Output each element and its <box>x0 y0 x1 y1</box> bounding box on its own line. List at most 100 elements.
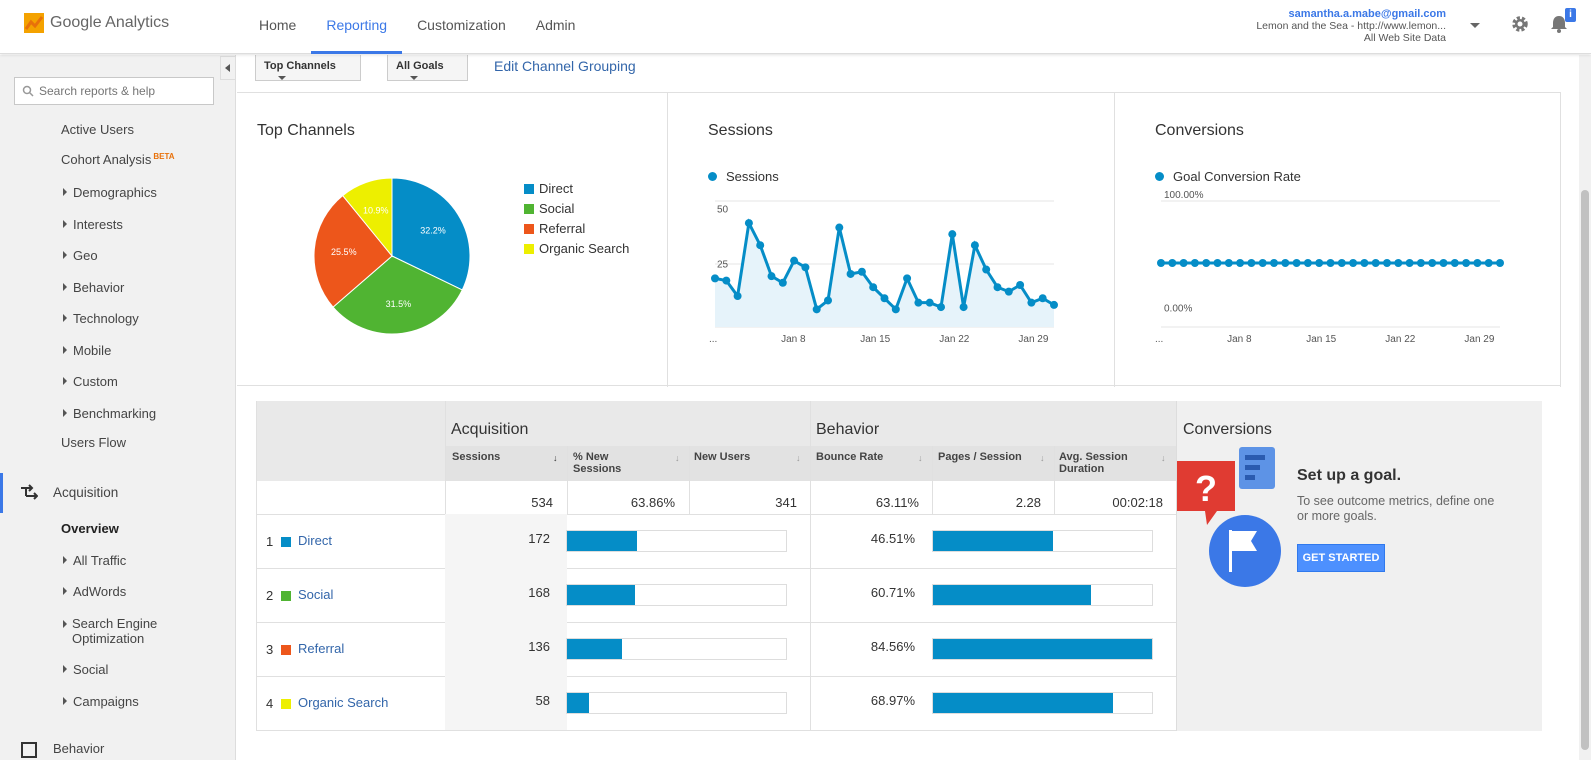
channel-link[interactable]: Referral <box>298 641 345 656</box>
sessions-line-chart[interactable]: 50 25... Jan 8 Jan 15 Jan 22 Jan 29 <box>668 189 1115 359</box>
pie-chart[interactable]: 32.2% 31.5% 25.5% 10.9% <box>307 171 477 341</box>
data-point[interactable] <box>1038 294 1047 303</box>
data-point[interactable] <box>1236 259 1245 267</box>
data-point[interactable] <box>846 269 855 278</box>
edit-channel-grouping-link[interactable]: Edit Channel Grouping <box>494 58 636 74</box>
search-box[interactable] <box>14 77 214 105</box>
col-new-users[interactable]: New Users <box>694 451 751 463</box>
data-point[interactable] <box>1303 259 1312 267</box>
all-goals-dropdown[interactable]: All Goals <box>387 55 468 81</box>
nav-customization[interactable]: Customization <box>417 17 506 33</box>
data-point[interactable] <box>1428 259 1437 267</box>
data-point[interactable] <box>970 241 979 250</box>
sidebar-item-cohort[interactable]: Cohort Analysis BETA <box>61 152 175 167</box>
collapse-sidebar-button[interactable] <box>220 56 236 80</box>
col-pages-session[interactable]: Pages / Session <box>938 451 1022 463</box>
data-point[interactable] <box>801 263 810 272</box>
sort-icon[interactable]: ↓ <box>675 453 680 463</box>
data-point[interactable] <box>1224 259 1233 267</box>
sidebar-item-geo[interactable]: Geo <box>63 248 98 263</box>
data-point[interactable] <box>824 296 832 305</box>
data-point[interactable] <box>778 278 787 287</box>
data-point[interactable] <box>733 292 742 301</box>
data-point[interactable] <box>891 305 900 314</box>
data-point[interactable] <box>835 223 844 232</box>
sort-desc-icon[interactable]: ↓ <box>553 453 558 463</box>
data-point[interactable] <box>1473 259 1482 267</box>
data-point[interactable] <box>1016 281 1025 289</box>
scrollbar-thumb[interactable] <box>1581 190 1589 750</box>
data-point[interactable] <box>869 283 878 292</box>
col-bounce-rate[interactable]: Bounce Rate <box>816 451 884 463</box>
sidebar-item-overview[interactable]: Overview <box>61 521 119 536</box>
bell-icon[interactable] <box>1550 14 1568 34</box>
sidebar-item-benchmarking[interactable]: Benchmarking <box>63 406 156 421</box>
data-point[interactable] <box>1157 259 1165 267</box>
data-point[interactable] <box>993 283 1002 292</box>
data-point[interactable] <box>1050 300 1058 309</box>
data-point[interactable] <box>1496 259 1504 267</box>
data-point[interactable] <box>1258 259 1267 267</box>
sidebar-item-adwords[interactable]: AdWords <box>63 584 126 599</box>
gear-icon[interactable] <box>1510 14 1530 34</box>
data-point[interactable] <box>1270 259 1278 267</box>
data-point[interactable] <box>790 256 799 265</box>
table-row[interactable]: 3 Referral 136 84.56% <box>256 622 1176 676</box>
data-point[interactable] <box>1394 259 1403 267</box>
data-point[interactable] <box>914 298 923 307</box>
data-point[interactable] <box>1292 259 1301 267</box>
data-point[interactable] <box>1462 259 1471 267</box>
data-point[interactable] <box>1027 298 1036 307</box>
data-point[interactable] <box>1383 259 1391 267</box>
data-point[interactable] <box>948 230 957 239</box>
get-started-button[interactable]: GET STARTED <box>1297 544 1385 572</box>
info-badge-icon[interactable]: i <box>1565 8 1576 22</box>
data-point[interactable] <box>812 305 821 314</box>
sort-icon[interactable]: ↓ <box>1040 453 1045 463</box>
data-point[interactable] <box>1371 259 1380 267</box>
sidebar-item-campaigns[interactable]: Campaigns <box>63 694 139 709</box>
data-point[interactable] <box>1202 259 1211 267</box>
pie-slice-social[interactable] <box>332 255 463 335</box>
col-new-sessions[interactable]: % New Sessions <box>573 451 622 475</box>
data-point[interactable] <box>1247 259 1256 267</box>
search-input[interactable] <box>39 78 209 104</box>
data-point[interactable] <box>1004 287 1013 296</box>
data-point[interactable] <box>880 294 889 303</box>
sidebar-section-behavior[interactable]: Behavior <box>53 741 105 756</box>
data-point[interactable] <box>937 303 945 312</box>
data-point[interactable] <box>1190 259 1199 267</box>
sidebar-item-users-flow[interactable]: Users Flow <box>61 435 127 450</box>
pie-slice-referral[interactable] <box>313 194 393 308</box>
data-point[interactable] <box>1168 259 1177 267</box>
pie-slice-organic-search[interactable] <box>341 177 393 258</box>
pie-slice-direct[interactable] <box>391 177 471 291</box>
nav-admin[interactable]: Admin <box>535 17 576 33</box>
data-point[interactable] <box>722 276 731 285</box>
data-point[interactable] <box>925 298 934 307</box>
col-avg-duration[interactable]: Avg. Session Duration <box>1059 451 1128 475</box>
data-point[interactable] <box>1439 259 1448 267</box>
sidebar-item-interests[interactable]: Interests <box>63 217 123 232</box>
channel-link[interactable]: Direct <box>298 533 332 548</box>
sidebar-item-demographics[interactable]: Demographics <box>63 185 157 200</box>
sort-icon[interactable]: ↓ <box>1161 453 1166 463</box>
col-sessions[interactable]: Sessions <box>452 451 501 463</box>
sidebar-item-technology[interactable]: Technology <box>63 311 139 326</box>
account-caret-icon[interactable] <box>1470 23 1480 28</box>
data-point[interactable] <box>1315 259 1324 267</box>
data-point[interactable] <box>744 219 753 228</box>
sidebar-item-active-users[interactable]: Active Users <box>61 122 134 137</box>
nav-reporting[interactable]: Reporting <box>311 0 403 54</box>
data-point[interactable] <box>1281 259 1290 267</box>
data-point[interactable] <box>1405 259 1414 267</box>
sidebar-item-custom[interactable]: Custom <box>63 374 118 389</box>
sidebar-item-seo[interactable]: Search Engine Optimization <box>63 616 173 646</box>
data-point[interactable] <box>767 272 776 281</box>
data-point[interactable] <box>982 265 991 274</box>
data-point[interactable] <box>959 303 968 312</box>
data-point[interactable] <box>857 267 866 276</box>
app-logo[interactable]: Google Analytics <box>24 13 169 33</box>
conversions-line-chart[interactable]: 100.00% 0.00%... Jan 8 Jan 15 Jan 22 Jan 29 <box>1115 189 1561 359</box>
data-point[interactable] <box>1416 259 1425 267</box>
